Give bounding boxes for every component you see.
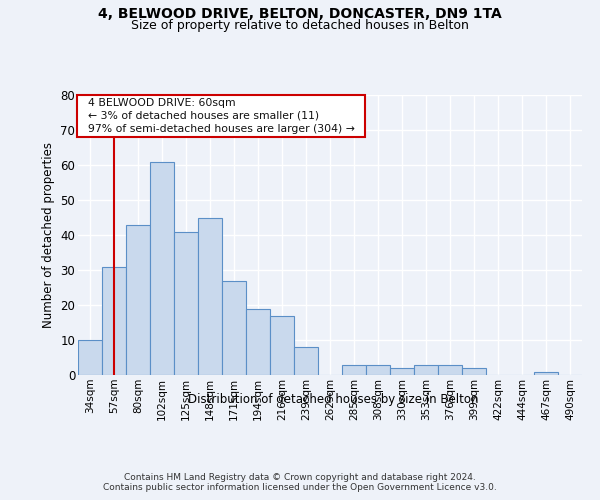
Y-axis label: Number of detached properties: Number of detached properties [42,142,55,328]
Bar [414,364,438,375]
Text: Contains HM Land Registry data © Crown copyright and database right 2024.: Contains HM Land Registry data © Crown c… [124,472,476,482]
Bar [462,368,486,375]
Bar [102,266,126,375]
Bar [366,364,390,375]
Text: 4, BELWOOD DRIVE, BELTON, DONCASTER, DN9 1TA: 4, BELWOOD DRIVE, BELTON, DONCASTER, DN9… [98,8,502,22]
Bar [150,162,174,375]
Bar [174,232,198,375]
Bar [438,364,462,375]
Bar [246,308,270,375]
Text: 4 BELWOOD DRIVE: 60sqm
  ← 3% of detached houses are smaller (11)
  97% of semi-: 4 BELWOOD DRIVE: 60sqm ← 3% of detached … [80,98,361,134]
Bar [270,316,294,375]
Bar [222,280,246,375]
Text: Contains public sector information licensed under the Open Government Licence v3: Contains public sector information licen… [103,484,497,492]
Bar [342,364,366,375]
Bar [534,372,558,375]
Bar [78,340,102,375]
Bar [294,347,318,375]
Bar [198,218,222,375]
Bar [390,368,414,375]
Bar [126,224,150,375]
Text: Size of property relative to detached houses in Belton: Size of property relative to detached ho… [131,19,469,32]
Text: Distribution of detached houses by size in Belton: Distribution of detached houses by size … [188,392,478,406]
